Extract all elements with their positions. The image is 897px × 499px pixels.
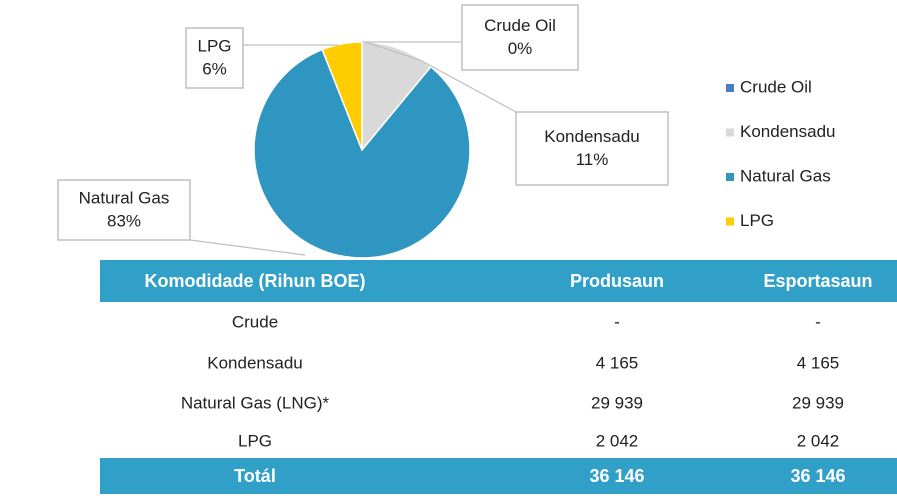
data-label-value: 11% <box>576 150 609 169</box>
table-cell: 4 165 <box>596 353 639 372</box>
table-cell: - <box>815 312 821 331</box>
leader-line <box>364 41 517 113</box>
legend-label: LPG <box>740 211 774 230</box>
legend-label: Kondensadu <box>740 122 835 141</box>
data-label-box <box>461 4 579 71</box>
legend-label: Crude Oil <box>740 77 812 96</box>
table-cell: LPG <box>238 431 272 450</box>
table-cell: 2 042 <box>797 431 840 450</box>
data-label-box <box>185 27 244 89</box>
table-cell: 29 939 <box>591 393 643 412</box>
table-cell: 29 939 <box>792 393 844 412</box>
legend-swatch <box>726 217 734 226</box>
legend-swatch <box>726 128 734 137</box>
table-cell: 4 165 <box>797 353 840 372</box>
legend-swatch <box>726 173 734 181</box>
data-label-value: 0% <box>508 39 533 58</box>
table-cell: - <box>614 312 620 331</box>
table-header-cell: Produsaun <box>570 271 664 291</box>
table-cell: Kondensadu <box>207 353 302 372</box>
data-label-value: 83% <box>107 211 141 230</box>
table-header-cell: Komodidade (Rihun BOE) <box>145 271 366 291</box>
pie-slice <box>321 41 363 151</box>
leader-line <box>189 239 306 256</box>
table-total-cell: 36 146 <box>790 466 845 486</box>
data-label-name: Natural Gas <box>79 188 170 207</box>
data-label-name: Crude Oil <box>484 16 556 35</box>
data-label-box <box>57 179 191 241</box>
table-cell: 2 042 <box>596 431 639 450</box>
pie-slice <box>253 48 471 259</box>
data-label-value: 6% <box>202 59 227 78</box>
table-total-cell: 36 146 <box>589 466 644 486</box>
data-label-name: Kondensadu <box>544 127 639 146</box>
table-cell: Natural Gas (LNG)* <box>181 393 330 412</box>
legend-swatch <box>726 84 734 92</box>
data-label-name: LPG <box>197 36 231 55</box>
table-cell: Crude <box>232 312 278 331</box>
leader-lines <box>189 41 517 256</box>
table-total-cell: Totál <box>234 466 276 486</box>
table-header-cell: Esportasaun <box>763 271 872 291</box>
table-header-bg <box>100 260 897 302</box>
legend-label: Natural Gas <box>740 166 831 185</box>
table-total-bg <box>100 458 897 494</box>
data-label-box <box>515 111 669 186</box>
